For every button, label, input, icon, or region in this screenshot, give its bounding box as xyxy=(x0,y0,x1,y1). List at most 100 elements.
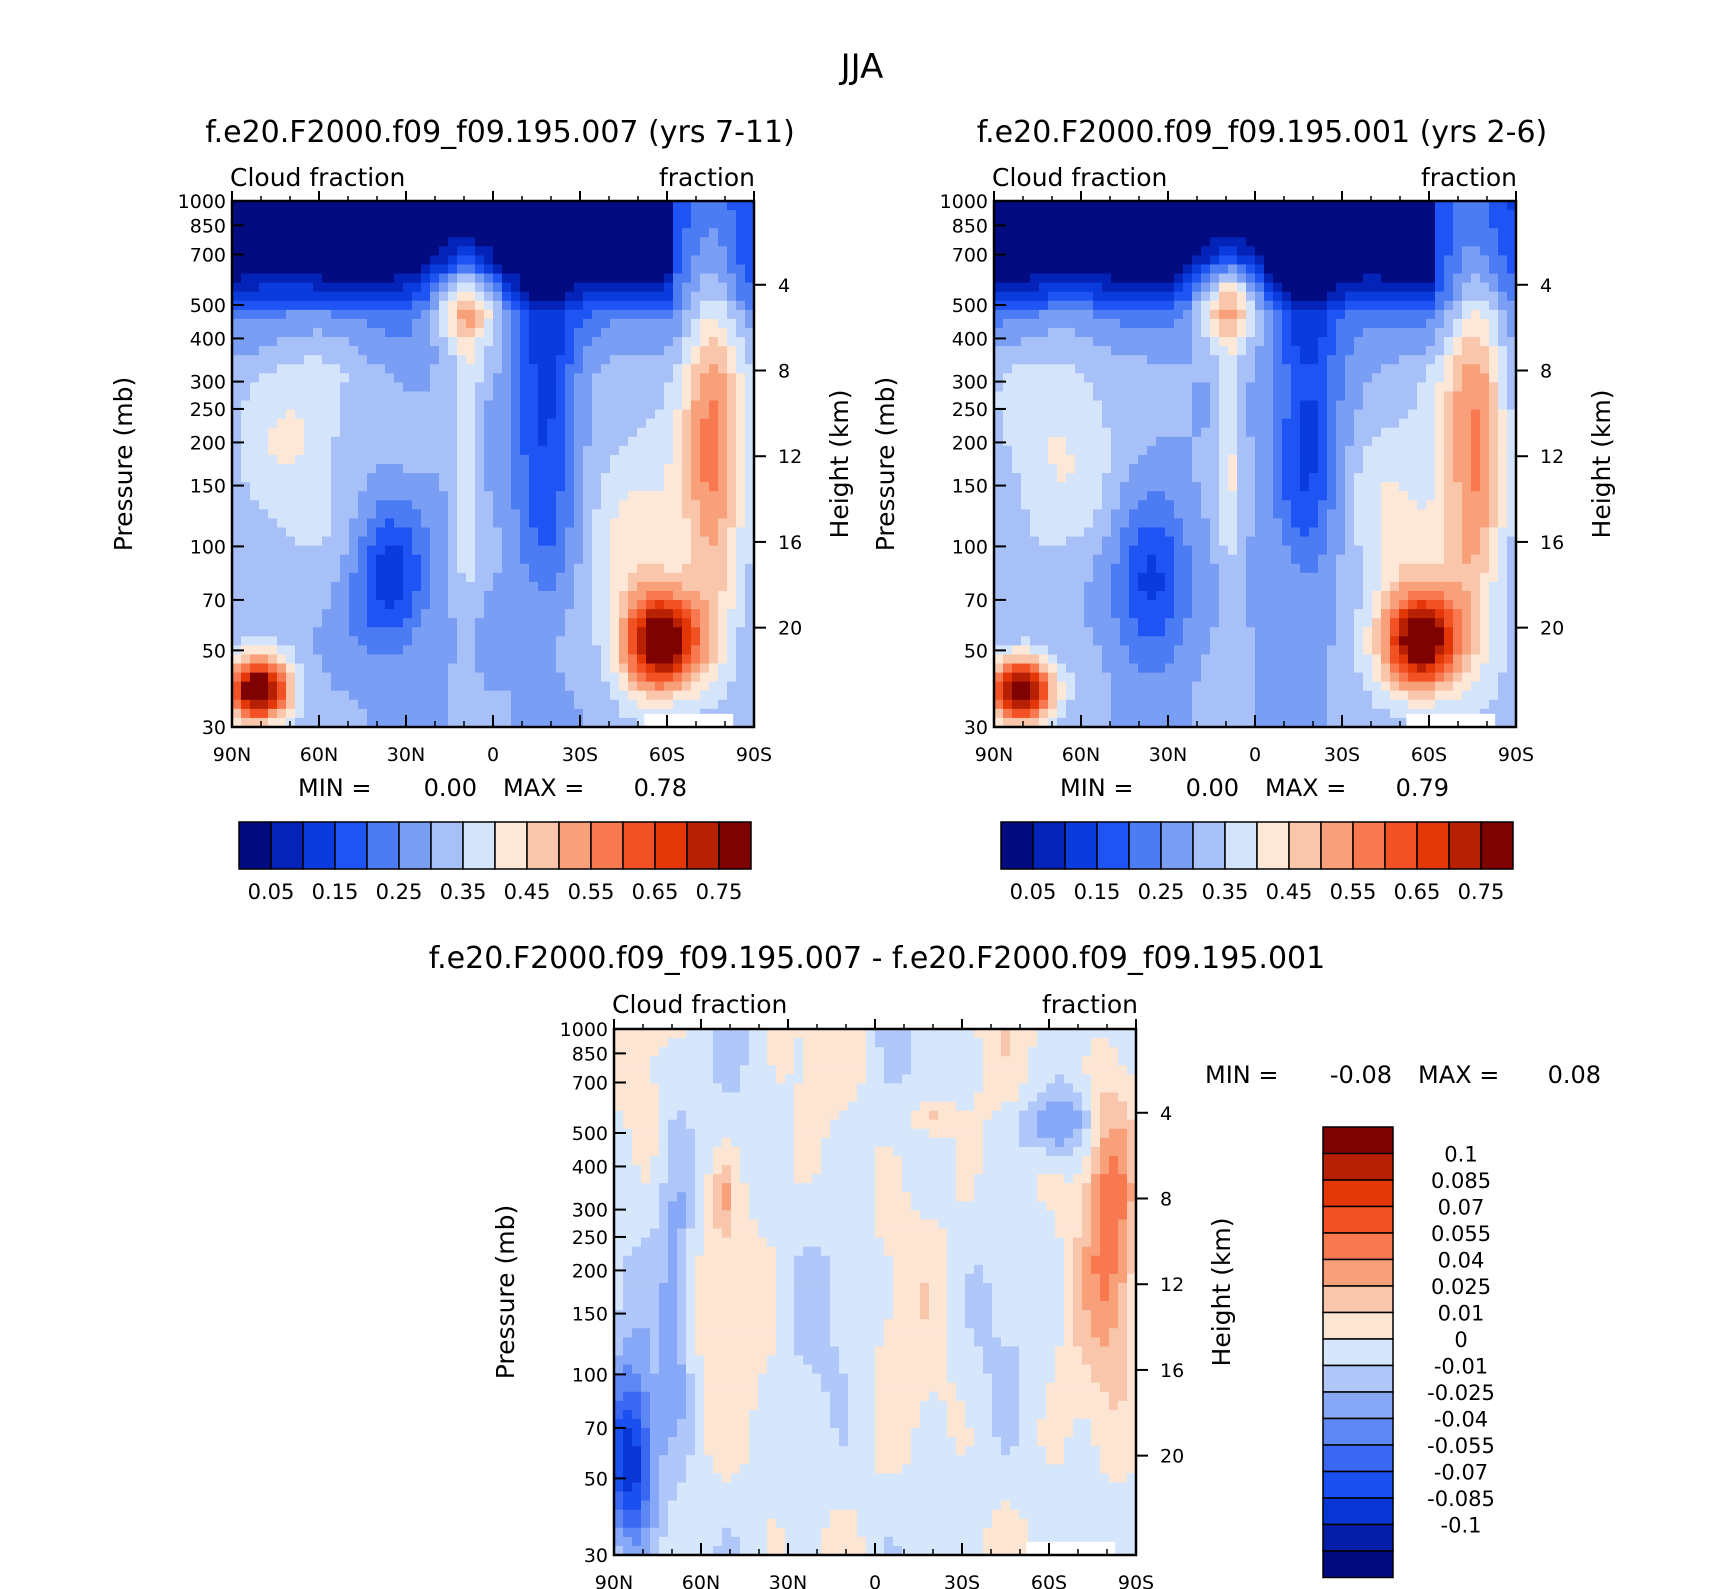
contour-cell xyxy=(421,436,431,447)
contour-cell xyxy=(313,681,323,692)
contour-cell xyxy=(1165,500,1175,510)
contour-cell xyxy=(538,400,548,411)
contour-cell xyxy=(493,618,503,628)
contour-cell xyxy=(646,318,656,329)
contour-cell xyxy=(511,445,521,456)
contour-cell xyxy=(529,355,539,365)
contour-cell xyxy=(403,590,413,601)
contour-cell xyxy=(430,409,440,420)
contour-cell xyxy=(1201,681,1211,692)
contour-cell xyxy=(448,427,458,438)
contour-cell xyxy=(493,572,503,583)
contour-cell xyxy=(448,273,458,284)
contour-cell xyxy=(304,690,314,701)
contour-cell xyxy=(1183,527,1193,538)
contour-cell xyxy=(1192,291,1202,302)
contour-cell xyxy=(655,355,665,365)
contour-cell xyxy=(583,509,593,520)
contour-cell xyxy=(673,300,683,311)
contour-cell xyxy=(493,672,503,683)
contour-cell xyxy=(1120,355,1130,365)
contour-cell xyxy=(610,518,620,529)
contour-cell xyxy=(529,427,539,438)
contour-cell xyxy=(1084,554,1094,565)
contour-cell xyxy=(1075,654,1085,665)
contour-cell xyxy=(1219,572,1229,583)
contour-cell xyxy=(529,300,539,311)
contour-cell xyxy=(583,690,593,701)
x-tick-label: 90S xyxy=(736,744,772,766)
contour-cell xyxy=(304,282,314,293)
contour-cell xyxy=(565,400,575,411)
contour-cell xyxy=(1138,554,1148,565)
contour-cell xyxy=(1111,318,1121,329)
contour-cell xyxy=(232,210,242,220)
contour-cell xyxy=(673,273,683,284)
contour-cell xyxy=(1156,210,1166,220)
contour-cell xyxy=(592,454,602,465)
contour-cell xyxy=(1003,228,1013,238)
contour-cell xyxy=(430,237,440,247)
contour-cell xyxy=(403,690,413,701)
contour-cell xyxy=(1066,400,1076,411)
contour-cell xyxy=(547,382,557,393)
contour-cell xyxy=(277,318,287,329)
contour-cell xyxy=(376,518,386,529)
contour-cell xyxy=(628,708,638,719)
contour-cell xyxy=(457,355,467,365)
contour-cell xyxy=(340,527,350,538)
contour-cell xyxy=(682,409,692,420)
contour-cell xyxy=(1120,228,1130,238)
contour-cell xyxy=(574,409,584,420)
contour-cell xyxy=(1102,400,1112,411)
contour-cell xyxy=(673,391,683,402)
contour-cell xyxy=(1219,672,1229,683)
contour-cell xyxy=(1201,282,1211,293)
contour-cell xyxy=(349,672,359,683)
contour-cell xyxy=(1066,509,1076,520)
contour-cell xyxy=(691,572,701,583)
contour-cell xyxy=(1012,491,1022,501)
contour-cell xyxy=(1174,454,1184,465)
contour-cell xyxy=(727,563,737,574)
contour-cell xyxy=(1003,355,1013,365)
contour-cell xyxy=(268,563,278,574)
contour-cell xyxy=(1012,255,1022,266)
contour-cell xyxy=(736,418,746,429)
contour-cell xyxy=(736,527,746,538)
contour-cell xyxy=(286,545,296,556)
contour-cell xyxy=(421,609,431,619)
contour-cell xyxy=(673,228,683,238)
contour-cell xyxy=(304,318,314,329)
contour-cell xyxy=(547,436,557,447)
contour-cell xyxy=(1147,228,1157,238)
contour-cell xyxy=(1102,636,1112,646)
contour-cell xyxy=(556,228,566,238)
colorbar-box xyxy=(238,821,272,870)
contour-cell xyxy=(646,509,656,520)
contour-cell xyxy=(1174,681,1184,692)
contour-cell xyxy=(1102,282,1112,293)
contour-cell xyxy=(304,681,314,692)
contour-cell xyxy=(502,237,512,247)
contour-cell xyxy=(583,572,593,583)
contour-cell xyxy=(1138,464,1148,474)
contour-cell xyxy=(1012,618,1022,628)
contour-cell xyxy=(601,282,611,293)
contour-cell xyxy=(1030,346,1040,356)
contour-cell xyxy=(1111,627,1121,637)
contour-cell xyxy=(268,201,278,211)
contour-cell xyxy=(466,645,476,656)
contour-cell xyxy=(502,373,512,383)
contour-cell xyxy=(1111,264,1121,275)
contour-cell xyxy=(1219,201,1229,211)
contour-cell xyxy=(682,518,692,529)
contour-cell xyxy=(448,318,458,329)
contour-cell xyxy=(421,636,431,646)
contour-cell xyxy=(403,545,413,556)
contour-cell xyxy=(1219,545,1229,556)
contour-cell xyxy=(394,300,404,311)
contour-cell xyxy=(304,346,314,356)
contour-cell xyxy=(475,210,485,220)
contour-cell xyxy=(1030,464,1040,474)
